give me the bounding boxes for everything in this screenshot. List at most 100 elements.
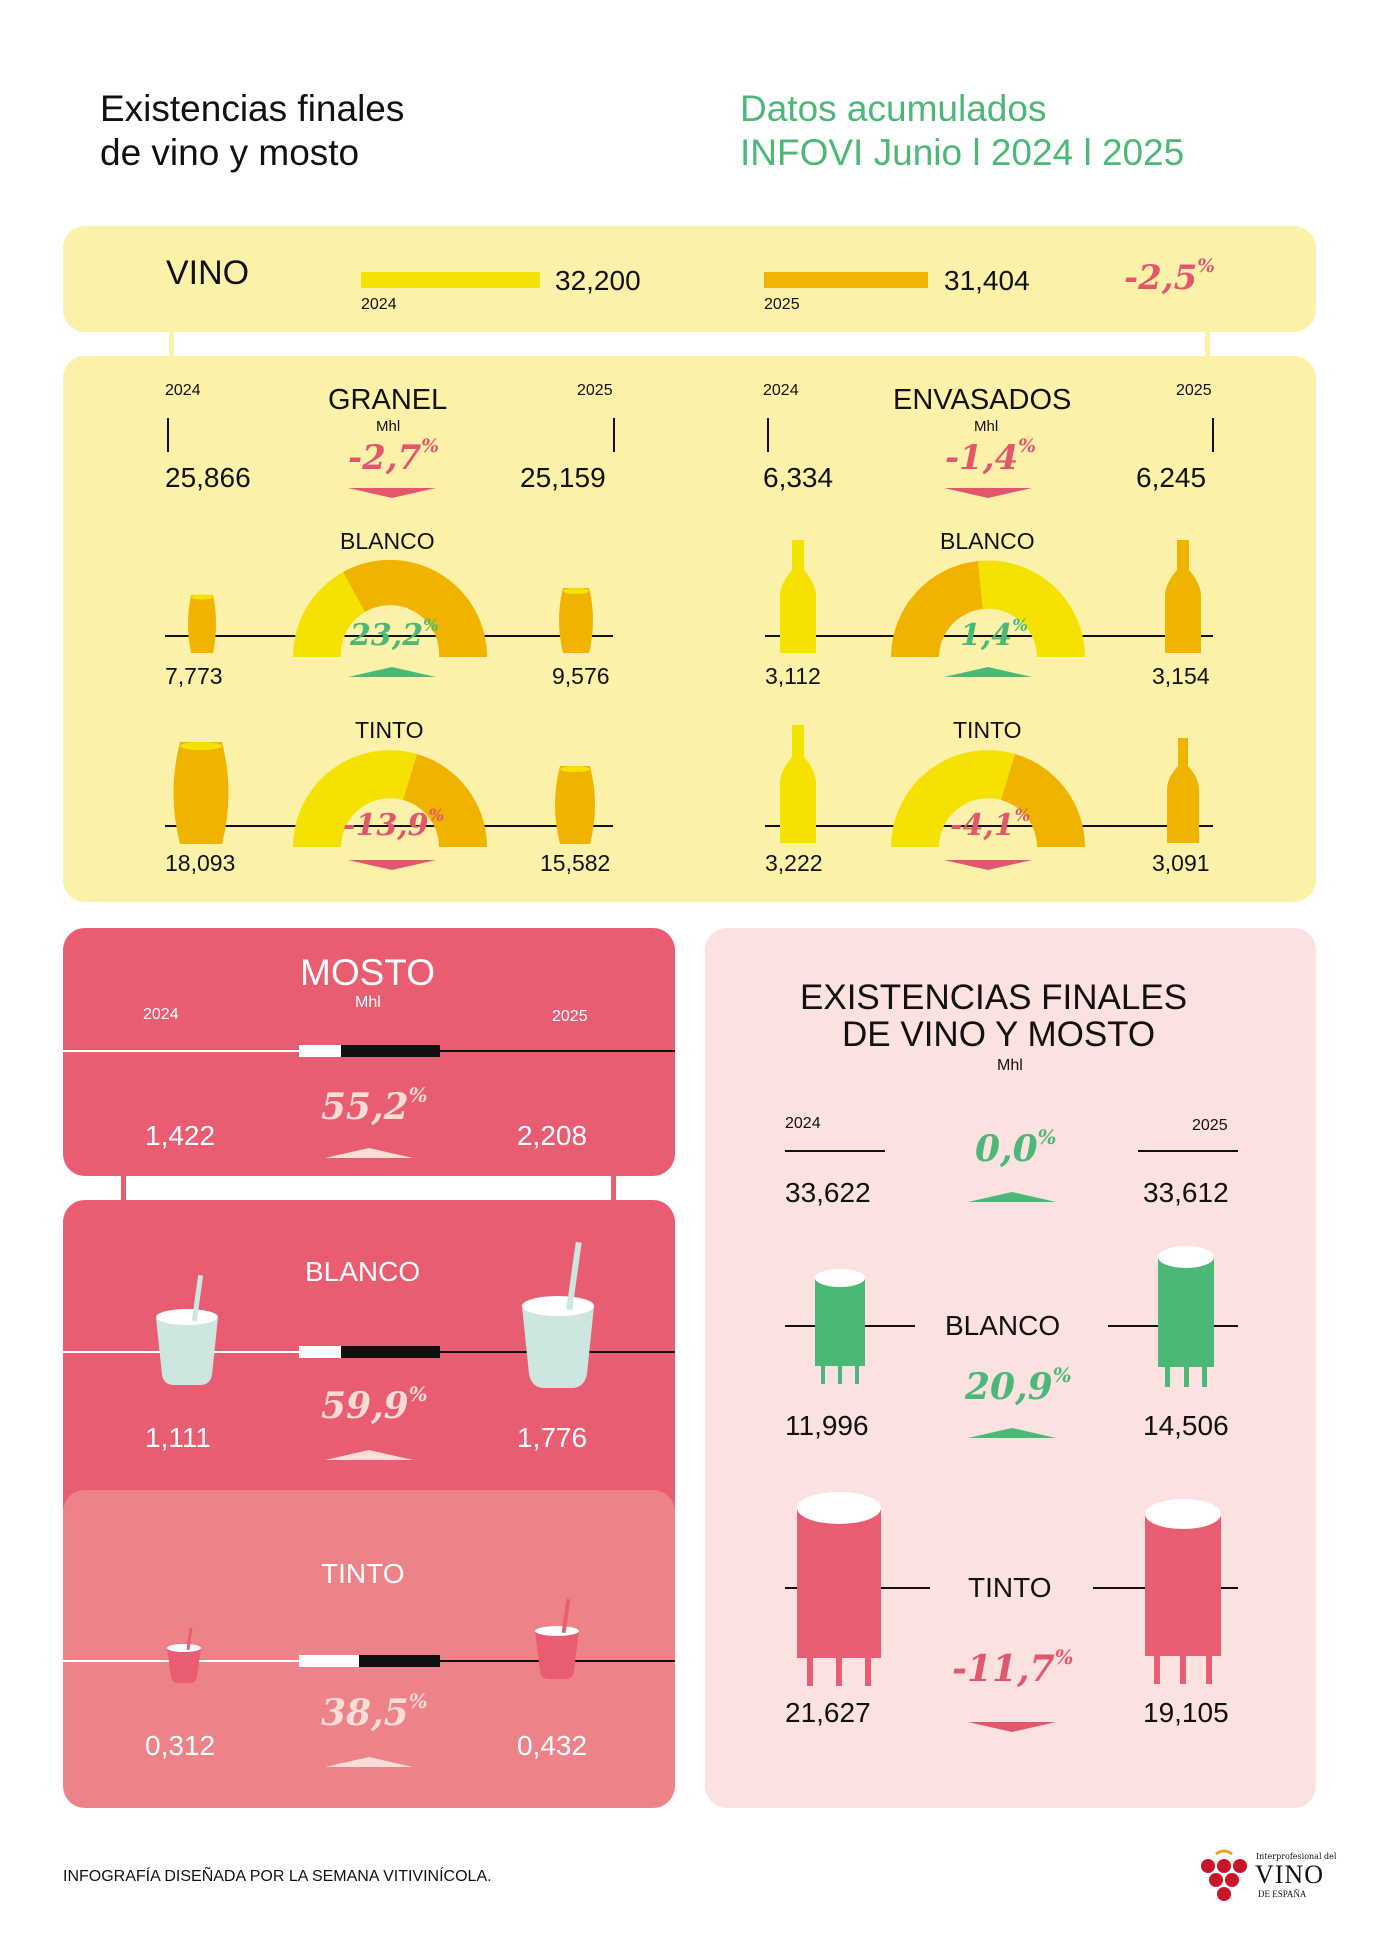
total-line-2024	[785, 1150, 885, 1152]
bottle-icon	[1165, 540, 1201, 653]
barrel-icon	[555, 766, 595, 844]
vino-label: VINO	[166, 254, 250, 292]
total-value-2024: 33,622	[785, 1177, 871, 1208]
cup-icon	[156, 1274, 218, 1385]
envasados-year-2024: 2024	[763, 382, 799, 399]
logo-vino-text: VINO	[1255, 1860, 1324, 1889]
mosto-pct: 55,2%	[321, 1083, 428, 1128]
mosto-value-2025: 2,208	[517, 1120, 588, 1151]
envasados-tick-2025	[1212, 418, 1214, 452]
total-title-line2: DE VINO Y MOSTO	[842, 1015, 1156, 1054]
vino-bar-2025	[764, 272, 928, 288]
mosto-tinto-bar-2024	[299, 1655, 359, 1667]
mosto-title: MOSTO	[300, 952, 435, 993]
total-up-arrow	[968, 1192, 1056, 1202]
logo-sub-text: DE ESPAÑA	[1258, 1889, 1307, 1899]
cup-icon	[167, 1627, 201, 1683]
mosto-up-arrow	[325, 1148, 413, 1158]
envasados-tinto-pct: -4,1%	[950, 805, 1031, 843]
granel-blanco-label: BLANCO	[340, 528, 435, 554]
envasados-tinto-down-arrow	[944, 860, 1032, 870]
mosto-bar-2024	[299, 1045, 341, 1057]
tank-icon	[1158, 1246, 1214, 1387]
envasados-blanco-value-2024: 3,112	[765, 663, 821, 689]
mosto-axis-right	[440, 1050, 675, 1052]
envasados-value-2024: 6,334	[763, 462, 834, 493]
granel-envasados-panel	[63, 356, 1316, 902]
envasados-year-2025: 2025	[1176, 382, 1212, 399]
envasados-tinto-label: TINTO	[953, 717, 1022, 743]
granel-tick-2024	[167, 418, 169, 452]
subtitle-line2: INFOVI Junio l 2024 l 2025	[740, 132, 1185, 173]
granel-value-2024: 25,866	[165, 462, 251, 493]
total-tinto-value-2024: 21,627	[785, 1697, 871, 1728]
granel-title: GRANEL	[328, 384, 448, 416]
page-title-line1: Existencias finales	[100, 88, 405, 129]
bottle-icon	[780, 725, 816, 843]
granel-year-2025: 2025	[577, 382, 613, 399]
vino-pct: -2,5%	[1124, 255, 1216, 298]
granel-unit: Mhl	[376, 418, 401, 435]
total-title-line1: EXISTENCIAS FINALES	[800, 978, 1188, 1017]
granel-year-2024: 2024	[165, 382, 201, 399]
vino-value-2025: 31,404	[944, 265, 1030, 296]
granel-tinto-value-2024: 18,093	[165, 850, 236, 876]
granel-value-2025: 25,159	[520, 462, 606, 493]
cup-icon	[535, 1598, 579, 1679]
granel-blanco-pct: 23,2%	[350, 615, 439, 653]
total-pct: 0,0%	[975, 1125, 1057, 1170]
total-panel	[705, 928, 1316, 1808]
mosto-bar-2025	[341, 1045, 440, 1057]
half-donut-chart	[891, 750, 1085, 847]
envasados-down-arrow	[944, 488, 1032, 498]
mosto-year-2025: 2025	[552, 1008, 588, 1025]
total-tinto-value-2025: 19,105	[1143, 1697, 1229, 1728]
tank-icon	[815, 1269, 865, 1384]
mosto-tinto-value-2024: 0,312	[145, 1730, 216, 1761]
mosto-axis-left	[63, 1050, 299, 1052]
mosto-unit: Mhl	[355, 994, 381, 1011]
granel-tinto-value-2025: 15,582	[540, 850, 611, 876]
granel-blanco-axis	[165, 635, 613, 637]
connector-left	[169, 330, 174, 360]
envasados-value-2025: 6,245	[1136, 462, 1207, 493]
vino-panel	[63, 226, 1316, 332]
mosto-blanco-value-2024: 1,111	[145, 1422, 211, 1453]
envasados-blanco-up-arrow	[944, 667, 1032, 677]
envasados-tinto-axis	[765, 825, 1213, 827]
mosto-value-2024: 1,422	[145, 1120, 216, 1151]
mosto-tinto-pct: 38,5%	[321, 1689, 428, 1734]
footer-credit: INFOGRAFÍA DISEÑADA POR LA SEMANA VITIVI…	[63, 1868, 492, 1885]
total-tinto-pct: -11,7%	[952, 1645, 1074, 1690]
mosto-blanco-label: BLANCO	[305, 1256, 421, 1287]
mosto-year-2024: 2024	[143, 1006, 179, 1023]
vino-year-2024: 2024	[361, 296, 397, 313]
mosto-blanco-bar-2024	[299, 1346, 341, 1358]
envasados-title: ENVASADOS	[893, 384, 1072, 416]
vino-bar-2024	[361, 272, 540, 288]
total-year-2024: 2024	[785, 1115, 821, 1132]
vino-year-2025: 2025	[764, 296, 800, 313]
page-title-line2: de vino y mosto	[100, 132, 360, 173]
cup-icon	[522, 1241, 594, 1388]
mosto-tinto-label: TINTO	[321, 1558, 405, 1589]
mosto-connector-right	[611, 1174, 616, 1204]
total-blanco-value-2025: 14,506	[1143, 1410, 1229, 1441]
granel-tinto-label: TINTO	[355, 717, 424, 743]
total-year-2025: 2025	[1192, 1117, 1228, 1134]
total-blanco-pct: 20,9%	[965, 1363, 1072, 1408]
half-donut-chart	[891, 560, 1085, 657]
granel-blanco-value-2025: 9,576	[552, 663, 610, 689]
envasados-blanco-pct: 1,4%	[960, 615, 1028, 653]
total-value-2025: 33,612	[1143, 1177, 1229, 1208]
connector-right	[1205, 330, 1210, 360]
granel-tinto-down-arrow	[348, 860, 436, 870]
envasados-tinto-value-2024: 3,222	[765, 850, 823, 876]
mosto-tinto-up-arrow	[325, 1757, 413, 1767]
granel-tinto-pct: -13,9%	[343, 805, 445, 843]
grape-logo-icon	[1201, 1849, 1247, 1901]
bottle-icon	[1167, 738, 1199, 843]
envasados-blanco-axis	[765, 635, 1213, 637]
granel-down-arrow	[348, 488, 436, 498]
envasados-pct: -1,4%	[945, 435, 1037, 478]
